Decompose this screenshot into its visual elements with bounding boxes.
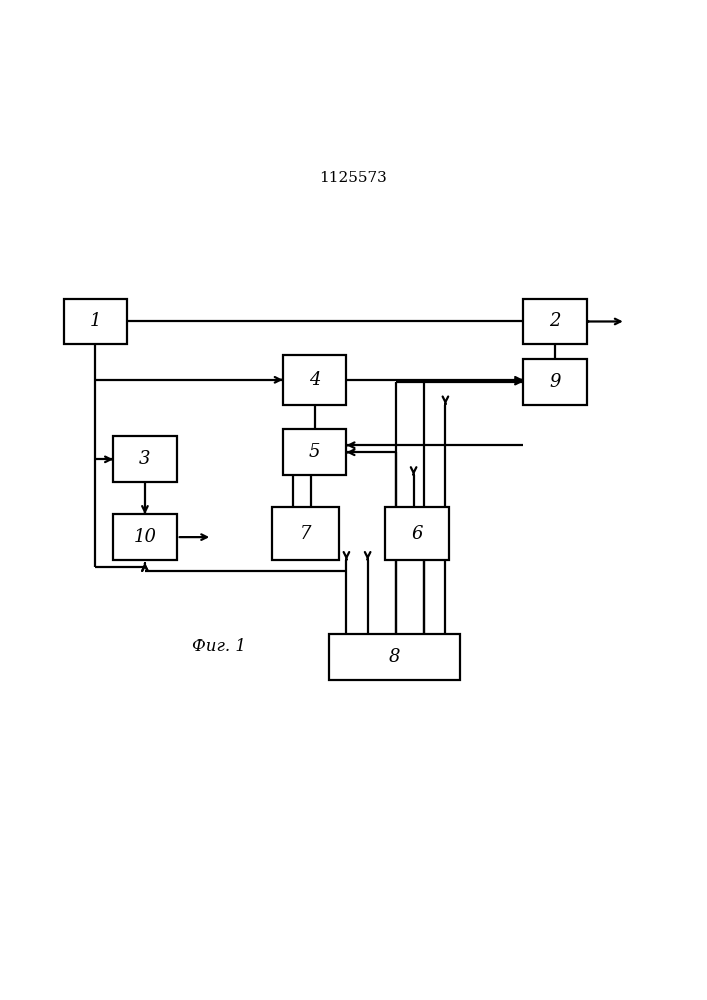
Text: 2: 2	[549, 312, 561, 330]
FancyBboxPatch shape	[272, 507, 339, 560]
Text: 1125573: 1125573	[320, 171, 387, 185]
FancyBboxPatch shape	[385, 507, 449, 560]
FancyBboxPatch shape	[64, 299, 127, 344]
Text: 6: 6	[411, 525, 423, 543]
FancyBboxPatch shape	[523, 359, 587, 405]
Text: 4: 4	[309, 371, 320, 389]
Text: 7: 7	[300, 525, 312, 543]
FancyBboxPatch shape	[329, 634, 460, 680]
FancyBboxPatch shape	[113, 436, 177, 482]
Text: 5: 5	[309, 443, 320, 461]
FancyBboxPatch shape	[283, 429, 346, 475]
FancyBboxPatch shape	[283, 355, 346, 405]
Text: Фиг. 1: Фиг. 1	[192, 638, 246, 655]
FancyBboxPatch shape	[523, 299, 587, 344]
FancyBboxPatch shape	[113, 514, 177, 560]
Text: 3: 3	[139, 450, 151, 468]
Text: 8: 8	[388, 648, 400, 666]
Text: 9: 9	[549, 373, 561, 391]
Text: 1: 1	[90, 312, 101, 330]
Text: 10: 10	[134, 528, 156, 546]
